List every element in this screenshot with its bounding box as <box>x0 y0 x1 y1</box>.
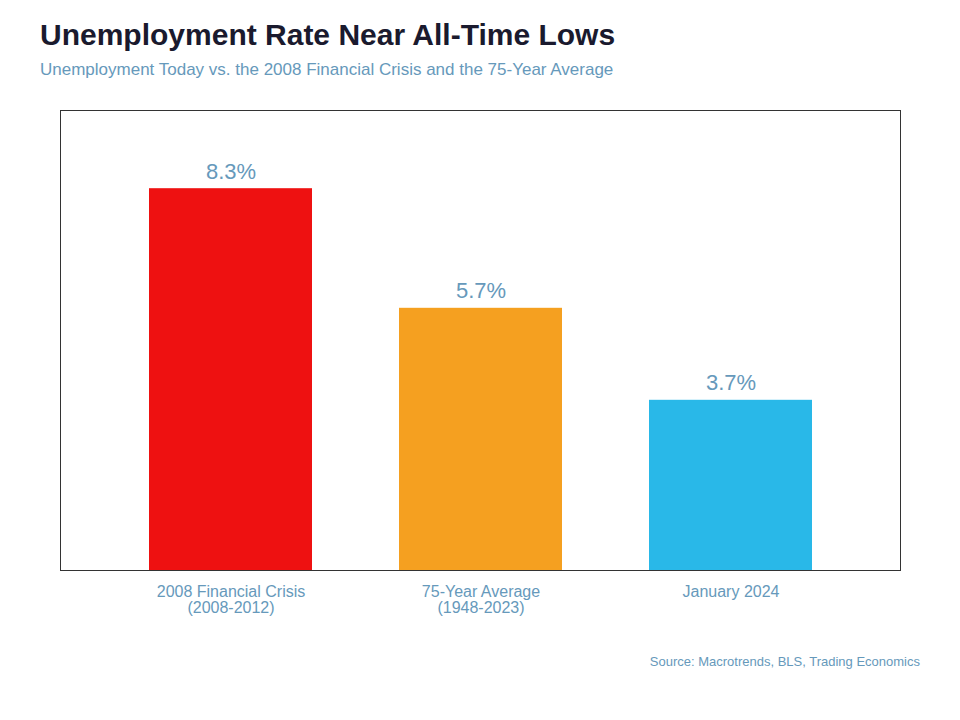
svg-text:3.7%: 3.7% <box>706 370 756 395</box>
html-text:Unemployment Today vs. the 200: Unemployment Today vs. the 2008 Financia… <box>40 60 614 79</box>
svg-text:5.7%: 5.7% <box>456 278 506 303</box>
html-text:Unemployment Rate Near All-Tim: Unemployment Rate Near All-Time Lows <box>40 18 616 51</box>
html-text:Source: Macrotrends, BLS, Trad: Source: Macrotrends, BLS, Trading Econom… <box>649 654 920 669</box>
svg-text:2008 Financial Crisis(2008-201: 2008 Financial Crisis(2008-2012) <box>157 583 306 616</box>
svg-text:8.3%: 8.3% <box>206 159 256 184</box>
svg-text:75-Year Average(1948-2023): 75-Year Average(1948-2023) <box>422 583 540 616</box>
svg-text:January 2024: January 2024 <box>683 583 780 600</box>
